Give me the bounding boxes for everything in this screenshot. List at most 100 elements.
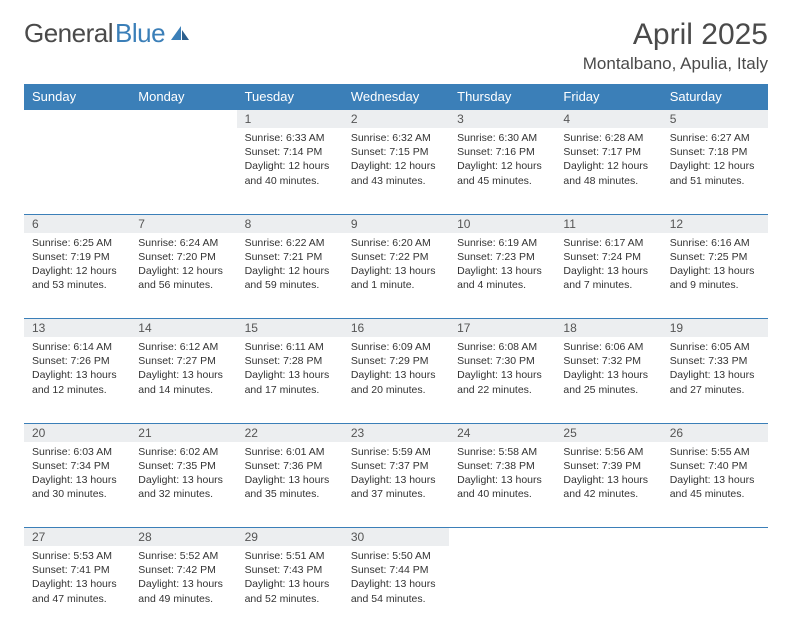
day-header: Sunday [24,84,130,110]
day-content-cell: Sunrise: 6:11 AMSunset: 7:28 PMDaylight:… [237,337,343,423]
daynum-row: 20212223242526 [24,423,768,442]
day-content-cell: Sunrise: 6:24 AMSunset: 7:20 PMDaylight:… [130,233,236,319]
daylight-line: Daylight: 13 hours and 27 minutes. [670,368,760,396]
day-number-cell: 22 [237,423,343,442]
sunrise-line: Sunrise: 6:32 AM [351,131,441,145]
daylight-line: Daylight: 13 hours and 7 minutes. [563,264,653,292]
daylight-line: Daylight: 12 hours and 48 minutes. [563,159,653,187]
daylight-line: Daylight: 13 hours and 47 minutes. [32,577,122,605]
sunset-line: Sunset: 7:21 PM [245,250,335,264]
sunrise-line: Sunrise: 6:27 AM [670,131,760,145]
logo-word1: General [24,18,113,49]
daylight-line: Daylight: 13 hours and 37 minutes. [351,473,441,501]
sunset-line: Sunset: 7:16 PM [457,145,547,159]
content-row: Sunrise: 6:25 AMSunset: 7:19 PMDaylight:… [24,233,768,319]
daylight-line: Daylight: 13 hours and 54 minutes. [351,577,441,605]
sunrise-line: Sunrise: 5:53 AM [32,549,122,563]
sunrise-line: Sunrise: 6:06 AM [563,340,653,354]
day-content-cell: Sunrise: 5:53 AMSunset: 7:41 PMDaylight:… [24,546,130,632]
sunrise-line: Sunrise: 6:33 AM [245,131,335,145]
sunset-line: Sunset: 7:14 PM [245,145,335,159]
sunset-line: Sunset: 7:17 PM [563,145,653,159]
day-number-cell: 14 [130,319,236,338]
day-content-cell: Sunrise: 6:25 AMSunset: 7:19 PMDaylight:… [24,233,130,319]
day-content-cell: Sunrise: 6:02 AMSunset: 7:35 PMDaylight:… [130,442,236,528]
day-content-cell: Sunrise: 5:55 AMSunset: 7:40 PMDaylight:… [662,442,768,528]
daylight-line: Daylight: 12 hours and 59 minutes. [245,264,335,292]
sunset-line: Sunset: 7:43 PM [245,563,335,577]
daylight-line: Daylight: 12 hours and 53 minutes. [32,264,122,292]
day-number-cell: 8 [237,214,343,233]
day-header: Wednesday [343,84,449,110]
sunset-line: Sunset: 7:23 PM [457,250,547,264]
daylight-line: Daylight: 13 hours and 52 minutes. [245,577,335,605]
daylight-line: Daylight: 13 hours and 9 minutes. [670,264,760,292]
day-number-cell: 23 [343,423,449,442]
day-content-cell: Sunrise: 6:33 AMSunset: 7:14 PMDaylight:… [237,128,343,214]
sunset-line: Sunset: 7:32 PM [563,354,653,368]
day-number-cell: 11 [555,214,661,233]
content-row: Sunrise: 5:53 AMSunset: 7:41 PMDaylight:… [24,546,768,632]
day-number-cell: 7 [130,214,236,233]
day-number-cell [662,528,768,547]
sunset-line: Sunset: 7:37 PM [351,459,441,473]
sunset-line: Sunset: 7:27 PM [138,354,228,368]
day-number-cell: 6 [24,214,130,233]
day-content-cell: Sunrise: 6:05 AMSunset: 7:33 PMDaylight:… [662,337,768,423]
day-content-cell: Sunrise: 6:20 AMSunset: 7:22 PMDaylight:… [343,233,449,319]
day-number-cell: 17 [449,319,555,338]
day-number-cell: 25 [555,423,661,442]
daynum-row: 6789101112 [24,214,768,233]
daylight-line: Daylight: 13 hours and 35 minutes. [245,473,335,501]
sunrise-line: Sunrise: 6:16 AM [670,236,760,250]
sunrise-line: Sunrise: 6:25 AM [32,236,122,250]
sunrise-line: Sunrise: 6:05 AM [670,340,760,354]
daylight-line: Daylight: 12 hours and 56 minutes. [138,264,228,292]
daylight-line: Daylight: 13 hours and 1 minute. [351,264,441,292]
day-number-cell: 30 [343,528,449,547]
daynum-row: 12345 [24,110,768,129]
daylight-line: Daylight: 13 hours and 40 minutes. [457,473,547,501]
sunset-line: Sunset: 7:39 PM [563,459,653,473]
month-title: April 2025 [583,18,768,52]
day-number-cell: 3 [449,110,555,129]
sunrise-line: Sunrise: 6:03 AM [32,445,122,459]
sunrise-line: Sunrise: 5:56 AM [563,445,653,459]
sunset-line: Sunset: 7:38 PM [457,459,547,473]
day-content-cell: Sunrise: 6:06 AMSunset: 7:32 PMDaylight:… [555,337,661,423]
day-content-cell: Sunrise: 5:52 AMSunset: 7:42 PMDaylight:… [130,546,236,632]
sunrise-line: Sunrise: 5:50 AM [351,549,441,563]
calendar-body: 12345 Sunrise: 6:33 AMSunset: 7:14 PM Dayl… [24,110,768,632]
sunrise-line: Sunrise: 6:22 AM [245,236,335,250]
day-header: Saturday [662,84,768,110]
day-content-cell: Sunrise: 6:17 AMSunset: 7:24 PMDaylight:… [555,233,661,319]
sunrise-line: Sunrise: 6:24 AM [138,236,228,250]
day-content-cell [24,128,130,214]
daylight-line: Daylight: 12 hours and 51 minutes. [670,159,760,187]
content-row: Sunrise: 6:33 AMSunset: 7:14 PM Daylight:… [24,128,768,214]
day-header: Friday [555,84,661,110]
sunrise-line: Sunrise: 6:28 AM [563,131,653,145]
day-header-row: SundayMondayTuesdayWednesdayThursdayFrid… [24,84,768,110]
day-number-cell: 29 [237,528,343,547]
day-header: Monday [130,84,236,110]
daylight-line: Daylight: 13 hours and 45 minutes. [670,473,760,501]
day-content-cell: Sunrise: 6:08 AMSunset: 7:30 PMDaylight:… [449,337,555,423]
sunrise-line: Sunrise: 6:01 AM [245,445,335,459]
day-content-cell: Sunrise: 5:59 AMSunset: 7:37 PMDaylight:… [343,442,449,528]
logo-sail-icon [169,18,191,49]
calendar-table: SundayMondayTuesdayWednesdayThursdayFrid… [24,84,768,632]
day-number-cell [449,528,555,547]
sunrise-line: Sunrise: 5:55 AM [670,445,760,459]
day-number-cell: 20 [24,423,130,442]
sunset-line: Sunset: 7:30 PM [457,354,547,368]
day-number-cell: 4 [555,110,661,129]
day-number-cell: 28 [130,528,236,547]
sunset-line: Sunset: 7:25 PM [670,250,760,264]
day-number-cell: 12 [662,214,768,233]
day-content-cell: Sunrise: 6:12 AMSunset: 7:27 PMDaylight:… [130,337,236,423]
sunset-line: Sunset: 7:28 PM [245,354,335,368]
day-content-cell: Sunrise: 6:03 AMSunset: 7:34 PMDaylight:… [24,442,130,528]
sunrise-line: Sunrise: 5:52 AM [138,549,228,563]
title-block: April 2025 Montalbano, Apulia, Italy [583,18,768,74]
